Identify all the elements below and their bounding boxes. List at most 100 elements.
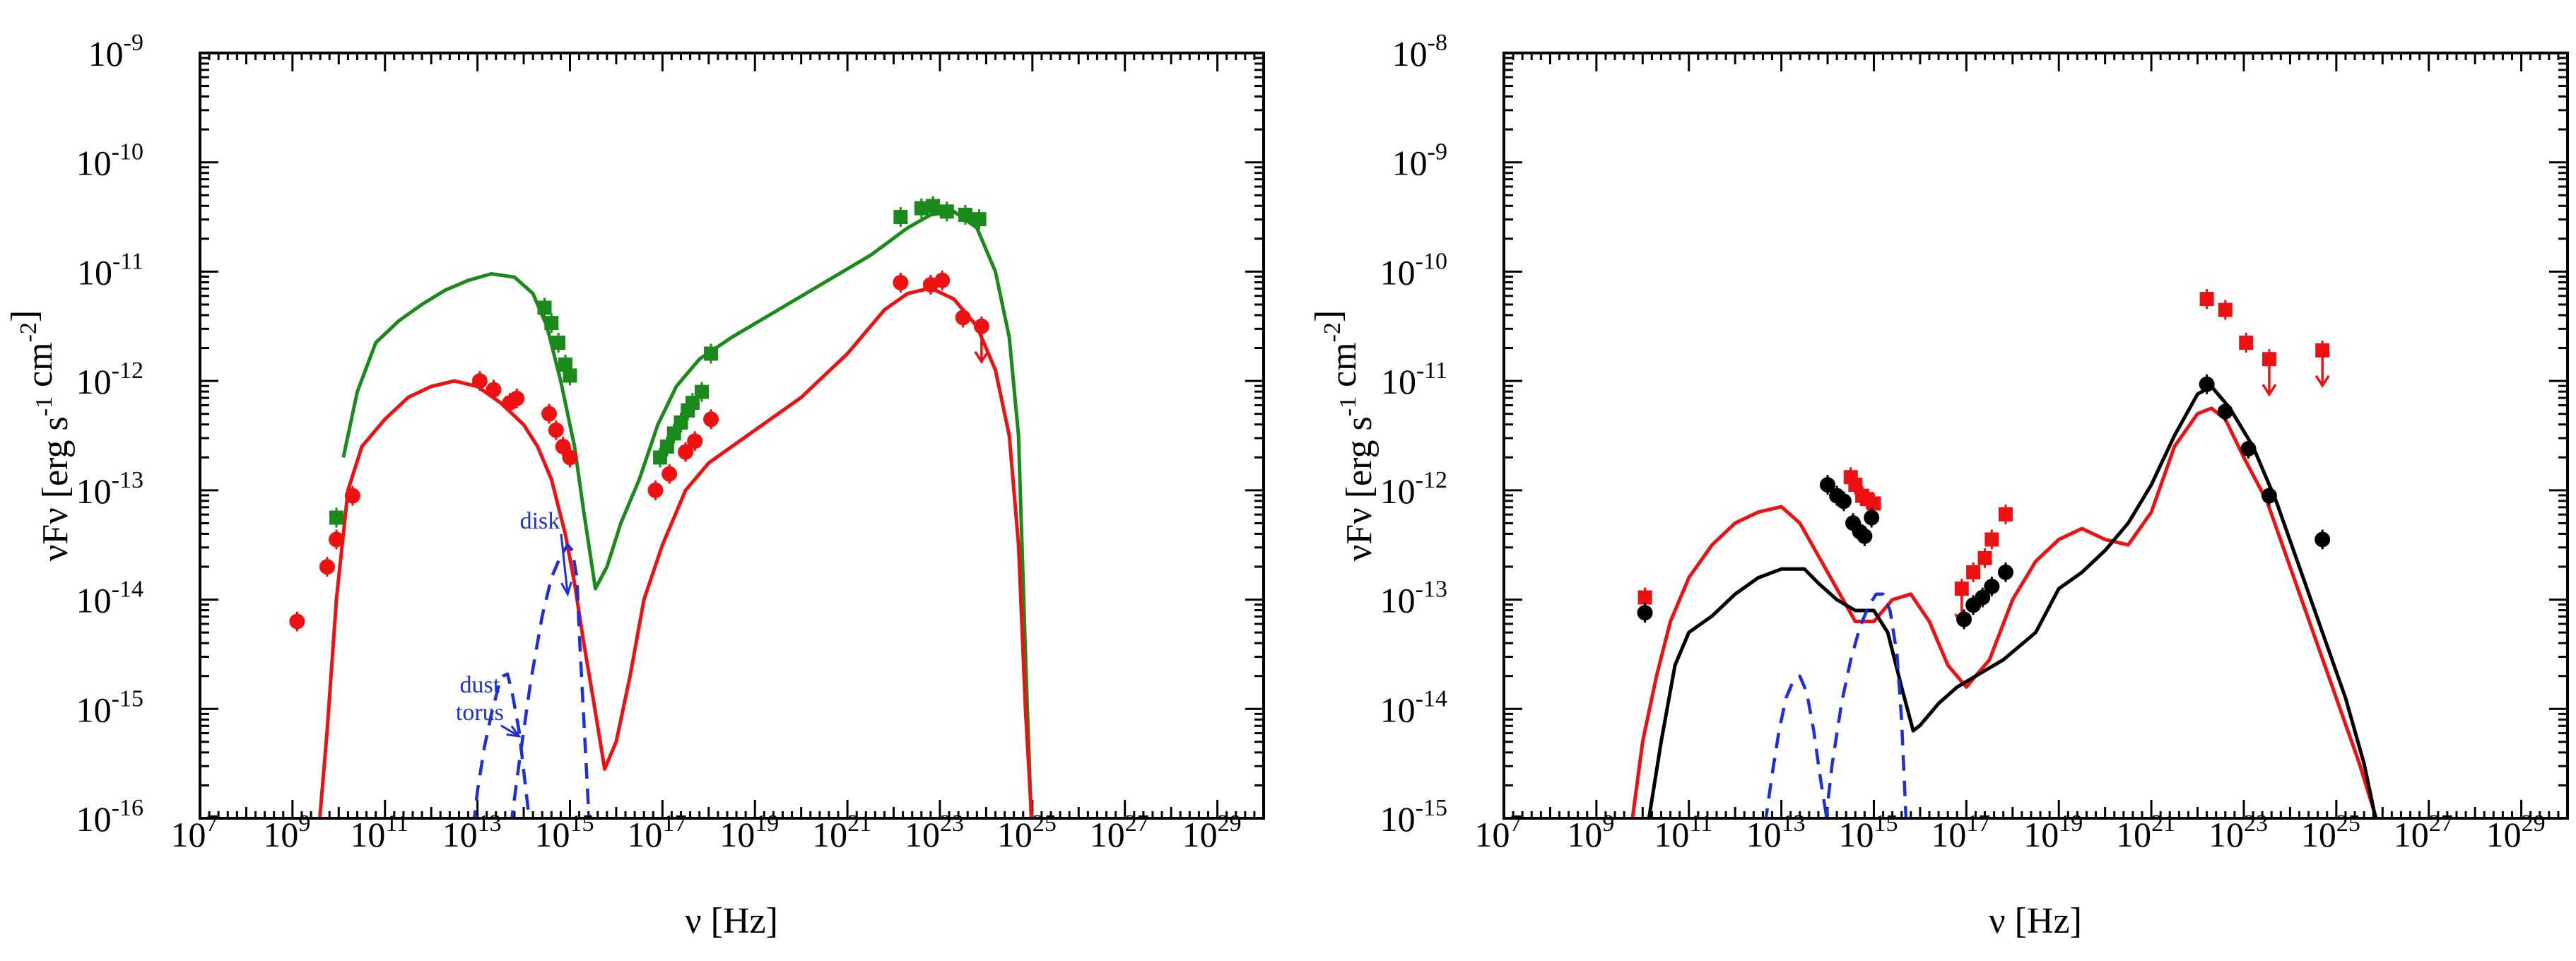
x-tick-label: 1011: [350, 810, 408, 854]
plot-frame: [1502, 52, 2569, 820]
data-point-red-data: [893, 272, 909, 293]
marker-square: [558, 357, 572, 372]
x-tick-label: 1011: [1654, 810, 1712, 854]
series-blue-dust: [1764, 674, 1829, 818]
y-tick-label: 10-13: [1380, 577, 1447, 620]
marker-circle: [934, 272, 951, 288]
axis-ticks: [1502, 52, 2569, 820]
data-point-red-data: [2199, 289, 2214, 309]
x-tick-label: 1017: [627, 810, 686, 854]
data-point-red-data: [647, 480, 664, 500]
marker-circle: [1637, 605, 1653, 621]
marker-circle: [955, 309, 971, 326]
marker-circle: [661, 466, 678, 482]
data-point-red-data: [687, 431, 703, 452]
marker-square: [1966, 565, 1981, 579]
x-tick-label: 1019: [719, 810, 779, 854]
marker-circle: [2199, 376, 2215, 392]
data-point-red-data: [319, 557, 335, 577]
marker-circle: [2261, 488, 2277, 504]
x-tick-label: 1013: [1746, 810, 1806, 854]
data-point-black-data: [2315, 529, 2331, 550]
series-red-model: [1630, 406, 2378, 818]
annotation-label: torus: [456, 700, 504, 726]
y-tick-label: 10-11: [77, 248, 143, 292]
marker-square: [958, 207, 972, 222]
marker-circle: [1956, 611, 1972, 627]
data-point-red-data: [1998, 504, 2013, 524]
data-point-black-data: [2240, 439, 2257, 459]
marker-square: [537, 300, 552, 315]
data-point-black-data: [1835, 491, 1852, 512]
data-point-red-data: [2239, 332, 2254, 353]
data-point-red-data: [2218, 300, 2233, 320]
data-point-red-data: [289, 611, 305, 632]
marker-circle: [1984, 579, 2000, 595]
x-tick-label: 1015: [534, 810, 594, 854]
plot-area: [289, 196, 1034, 818]
data-point-red-data: [2262, 349, 2277, 397]
annotation-label: dust: [460, 672, 500, 698]
y-tick-label: 10-8: [1392, 30, 1447, 73]
y-tick-label: 10-15: [1380, 795, 1447, 839]
data-point-red-data: [541, 403, 558, 424]
marker-circle: [509, 390, 525, 406]
x-axis-label: ν [Hz]: [685, 901, 778, 941]
marker-square: [1866, 496, 1881, 511]
data-point-red-data: [2315, 340, 2330, 389]
data-point-green-data: [893, 207, 908, 228]
plot-area: [1630, 289, 2378, 818]
x-tick-label: 109: [1567, 810, 1614, 854]
x-tick-label: 1029: [2486, 810, 2546, 854]
x-tick-label: 107: [1475, 810, 1522, 854]
data-point-green-data: [958, 204, 972, 225]
marker-circle: [329, 531, 345, 548]
x-tick-label: 1027: [1090, 810, 1149, 854]
marker-circle: [344, 488, 360, 504]
marker-square: [1637, 590, 1652, 605]
marker-square: [939, 204, 954, 219]
axis-ticks: [199, 52, 1265, 820]
marker-square: [674, 415, 688, 430]
data-point-black-data: [2217, 401, 2233, 422]
marker-circle: [1857, 528, 1873, 544]
y-tick-label: 10-16: [76, 795, 143, 839]
series-green-model: [341, 209, 1033, 818]
y-tick-label: 10-9: [1392, 139, 1447, 183]
marker-square: [926, 199, 941, 213]
data-point-black-data: [2261, 485, 2277, 506]
x-tick-label: 107: [171, 810, 218, 854]
series-black-model: [1647, 384, 2377, 818]
marker-square: [972, 212, 987, 227]
data-point-black-data: [1956, 609, 1972, 630]
annotation-arrowhead: [506, 725, 522, 738]
data-point-green-data: [329, 507, 344, 528]
marker-square: [2218, 302, 2233, 317]
y-tick-label: 10-9: [88, 30, 143, 73]
data-point-red-data: [509, 388, 525, 408]
marker-square: [893, 210, 908, 225]
data-point-red-data: [1977, 548, 1992, 568]
x-tick-label: 1013: [442, 810, 502, 854]
x-tick-label: 1021: [2116, 810, 2175, 854]
x-tick-label: 1029: [1182, 810, 1242, 854]
x-tick-label: 1025: [997, 810, 1057, 854]
marker-square: [1984, 532, 1999, 547]
y-tick-label: 10-14: [76, 577, 143, 620]
upper-limit-arrow: [2262, 384, 2277, 397]
data-point-black-data: [1820, 475, 1836, 495]
y-tick-label: 10-14: [1380, 685, 1447, 729]
marker-circle: [647, 482, 664, 498]
y-tick-label: 10-15: [76, 685, 143, 729]
data-point-black-data: [1975, 587, 1991, 608]
y-axis-label: νFν [erg s-1 cm-2]: [1308, 310, 1380, 561]
plot-frame: [199, 52, 1265, 820]
x-tick-label: 1023: [2209, 810, 2268, 854]
x-tick-label: 1025: [2301, 810, 2360, 854]
data-point-black-data: [1984, 577, 2000, 597]
x-tick-label: 1023: [905, 810, 964, 854]
data-point-green-data: [544, 313, 559, 334]
annotation-arrow: [560, 533, 569, 594]
